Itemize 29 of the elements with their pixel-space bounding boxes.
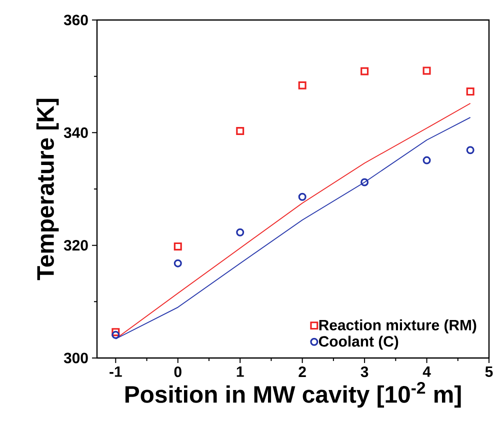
point bbox=[174, 259, 182, 268]
point bbox=[112, 330, 120, 339]
point bbox=[360, 178, 369, 186]
x-axis-title: Position in MW cavity [10$^{-2}$ m] bbox=[125, 382, 461, 408]
point bbox=[422, 66, 431, 75]
point bbox=[112, 328, 120, 336]
x-tick-label: 0 bbox=[174, 366, 182, 378]
point bbox=[236, 228, 244, 236]
y-tick-label: 340 bbox=[64, 127, 88, 138]
point bbox=[298, 192, 306, 201]
y-axis-title: Temperature [K] bbox=[36, 98, 59, 280]
point bbox=[174, 242, 182, 250]
x-tick-label: 3 bbox=[360, 366, 368, 378]
point bbox=[422, 156, 431, 164]
point bbox=[466, 146, 474, 154]
point bbox=[466, 88, 474, 96]
y-tick-label: 300 bbox=[64, 352, 88, 364]
legend-label: Reaction mixture (RM) bbox=[319, 319, 476, 334]
x-tick-label: -1 bbox=[110, 366, 122, 377]
x-tick-label: 5 bbox=[485, 366, 493, 377]
y-tick-label: 320 bbox=[64, 240, 88, 251]
point bbox=[236, 126, 244, 135]
point bbox=[298, 81, 306, 90]
point bbox=[360, 67, 369, 76]
x-tick-label: 4 bbox=[422, 366, 431, 377]
legend-label: Coolant (C) bbox=[318, 336, 398, 350]
y-tick-label: 360 bbox=[64, 14, 88, 26]
x-tick-label: 2 bbox=[298, 366, 306, 377]
x-tick-label: 1 bbox=[236, 366, 244, 377]
